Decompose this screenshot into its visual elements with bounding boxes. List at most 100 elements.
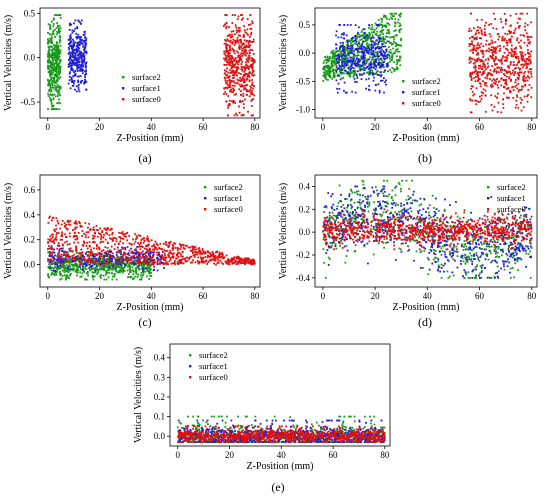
- data-point-surface0: [226, 38, 229, 41]
- data-point-surface0: [238, 83, 241, 86]
- data-point-surface1: [83, 47, 86, 50]
- data-point-surface1: [84, 253, 87, 255]
- data-point-surface0: [508, 39, 511, 42]
- data-point-surface0: [88, 222, 91, 225]
- data-point-surface2: [66, 267, 69, 270]
- data-point-surface2: [59, 35, 61, 37]
- data-point-surface0: [55, 224, 57, 227]
- data-point-surface2: [135, 272, 138, 275]
- data-point-surface2: [59, 86, 62, 88]
- data-point-surface0: [507, 54, 509, 57]
- data-point-surface0: [246, 75, 249, 78]
- data-point-surface0: [479, 71, 482, 74]
- data-point-surface2: [58, 85, 61, 88]
- data-point-surface0: [515, 12, 518, 15]
- data-point-surface1: [146, 248, 149, 251]
- data-point-surface2: [148, 271, 151, 274]
- data-point-surface1: [147, 253, 150, 256]
- data-point-surface2: [347, 71, 349, 73]
- data-point-surface1: [79, 75, 82, 77]
- data-point-surface2: [394, 25, 396, 28]
- data-point-surface0: [529, 62, 532, 65]
- data-point-surface2: [384, 38, 386, 41]
- data-point-surface0: [108, 249, 111, 252]
- data-point-surface0: [478, 58, 481, 61]
- data-point-surface1: [142, 267, 145, 270]
- data-point-surface0: [165, 243, 168, 246]
- data-point-surface2: [398, 25, 401, 28]
- data-point-surface0: [485, 43, 488, 46]
- data-point-surface2: [333, 74, 336, 77]
- data-point-surface0: [177, 255, 180, 258]
- data-point-surface0: [482, 53, 485, 56]
- data-point-surface2: [51, 76, 54, 79]
- data-point-surface0: [235, 82, 237, 85]
- data-point-surface2: [82, 270, 85, 273]
- data-point-surface2: [387, 70, 390, 73]
- data-point-surface0: [76, 222, 78, 225]
- data-point-surface0: [47, 241, 50, 243]
- data-point-surface2: [332, 61, 335, 64]
- data-point-surface1: [78, 258, 81, 261]
- data-point-surface0: [493, 68, 496, 71]
- data-point-surface2: [49, 37, 52, 40]
- data-point-surface0: [91, 241, 94, 244]
- data-point-surface1: [370, 40, 373, 43]
- data-point-surface2: [437, 260, 440, 263]
- data-point-surface0: [146, 235, 149, 238]
- data-point-surface0: [523, 64, 525, 67]
- data-point-surface1: [385, 50, 388, 53]
- data-point-surface0: [233, 52, 236, 55]
- data-point-surface1: [49, 261, 52, 264]
- data-point-surface0: [468, 30, 470, 32]
- data-point-surface0: [210, 254, 212, 257]
- data-point-surface2: [359, 74, 361, 77]
- data-point-surface0: [172, 252, 175, 255]
- data-point-surface0: [161, 254, 164, 257]
- data-point-surface1: [161, 251, 164, 253]
- data-point-surface0: [250, 261, 253, 264]
- data-point-surface1: [77, 33, 80, 36]
- data-point-surface1: [352, 60, 354, 63]
- data-point-surface0: [108, 234, 111, 236]
- data-point-surface2: [113, 267, 116, 270]
- data-point-surface1: [363, 66, 365, 69]
- data-point-surface0: [73, 241, 76, 244]
- data-point-surface2: [329, 75, 332, 78]
- data-point-surface2: [49, 93, 52, 96]
- data-point-surface2: [394, 22, 397, 25]
- data-point-surface0: [250, 66, 253, 68]
- data-point-surface2: [136, 275, 139, 278]
- data-point-surface0: [252, 259, 255, 262]
- data-point-surface0: [519, 97, 522, 99]
- data-point-surface2: [352, 52, 354, 55]
- data-point-surface0: [177, 252, 179, 254]
- data-point-surface0: [158, 251, 161, 254]
- data-point-surface2: [52, 273, 55, 275]
- data-point-surface0: [249, 65, 251, 68]
- data-point-surface0: [110, 245, 113, 248]
- data-point-surface1: [350, 63, 353, 65]
- data-point-surface2: [355, 41, 358, 44]
- data-point-surface2: [360, 58, 363, 61]
- data-point-surface1: [76, 61, 78, 64]
- data-point-surface0: [194, 250, 196, 253]
- data-point-surface2: [69, 273, 72, 276]
- data-point-surface2: [64, 267, 67, 269]
- data-point-surface0: [236, 78, 239, 81]
- scatter-points: [321, 179, 533, 279]
- data-point-surface2: [382, 71, 385, 74]
- data-point-surface1: [351, 61, 354, 64]
- data-point-surface1: [137, 265, 140, 268]
- data-point-surface0: [128, 235, 131, 237]
- data-point-surface0: [174, 242, 177, 245]
- data-point-surface0: [231, 262, 234, 265]
- data-point-surface0: [59, 227, 62, 230]
- data-point-surface0: [219, 256, 222, 258]
- data-point-surface2: [57, 44, 60, 47]
- data-point-surface0: [229, 35, 232, 38]
- data-point-surface1: [75, 48, 78, 50]
- data-point-surface0: [505, 82, 508, 84]
- data-point-surface0: [251, 22, 254, 25]
- data-point-surface1: [376, 74, 379, 76]
